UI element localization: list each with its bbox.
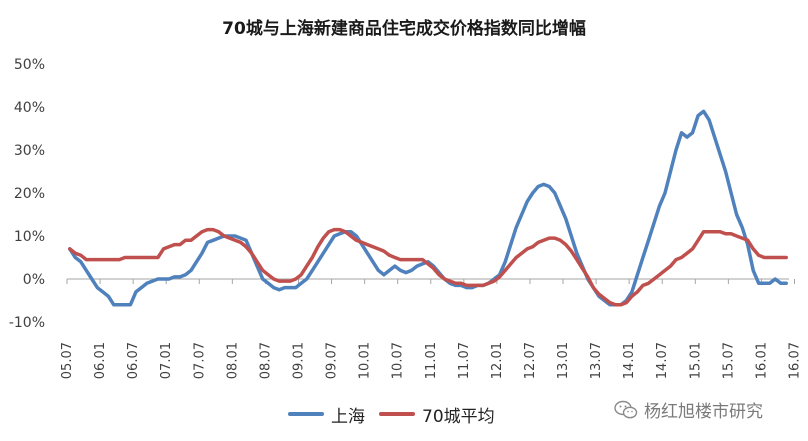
x-tick-label: 06.07 [126, 342, 141, 379]
x-tick-label: 05.07 [60, 342, 75, 379]
x-tick-label: 08.01 [225, 342, 240, 379]
y-tick-label: 20% [14, 186, 45, 202]
y-tick-label: 0% [23, 272, 45, 288]
x-tick-label: 10.01 [358, 342, 373, 379]
y-tick-label: -10% [9, 315, 45, 331]
x-tick-label: 06.01 [93, 342, 108, 379]
y-tick-label: 10% [14, 229, 45, 245]
x-tick-label: 16.01 [754, 342, 769, 379]
legend-item-70-city-average: 70城平均 [379, 402, 495, 427]
y-axis: -10% 0% 10% 20% 30% 40% 50% [9, 57, 45, 331]
x-tick-label: 11.01 [424, 342, 439, 379]
series-lines [68, 109, 788, 307]
y-tick-label: 40% [14, 100, 45, 116]
series-line-shanghai [68, 109, 788, 307]
x-tick-label: 10.07 [391, 342, 406, 379]
watermark-text: 杨红旭楼市研究 [644, 402, 763, 422]
wechat-icon [614, 400, 638, 418]
x-tick-label: 09.01 [291, 342, 306, 379]
y-tick-label: 50% [14, 57, 45, 73]
legend-swatch-shanghai [288, 412, 324, 416]
x-tick-label: 13.01 [556, 342, 571, 379]
x-tick-label: 12.01 [490, 342, 505, 379]
x-tick-label: 15.07 [721, 342, 736, 379]
x-tick-label: 11.07 [457, 342, 472, 379]
chart-title: 70城与上海新建商品住宅成交价格指数同比增幅 [222, 19, 586, 39]
x-tick-label: 12.07 [523, 342, 538, 379]
legend-swatch-70-city-average [379, 412, 415, 416]
x-tick-label: 14.07 [655, 342, 670, 379]
legend: 上海 70城平均 [288, 402, 509, 427]
watermark: 杨红旭楼市研究 [614, 397, 763, 422]
legend-label-shanghai: 上海 [331, 406, 365, 427]
x-tick-label: 07.01 [159, 342, 174, 379]
x-tick-label: 15.01 [688, 342, 703, 379]
x-axis: 05.07 06.01 06.07 07.01 07.07 08.01 08.07 09.01… [60, 278, 803, 379]
x-tick-label: 08.07 [258, 342, 273, 379]
series-line-70-city-average [68, 227, 788, 307]
x-tick-label: 13.07 [589, 342, 604, 379]
legend-label-70-city-average: 70城平均 [422, 406, 495, 427]
x-tick-label: 14.01 [622, 342, 637, 379]
legend-item-shanghai: 上海 [288, 402, 365, 427]
x-tick-label: 09.07 [325, 342, 340, 379]
x-tick-label: 07.07 [192, 342, 207, 379]
y-tick-label: 30% [14, 143, 45, 159]
x-tick-label: 16.07 [788, 342, 803, 379]
